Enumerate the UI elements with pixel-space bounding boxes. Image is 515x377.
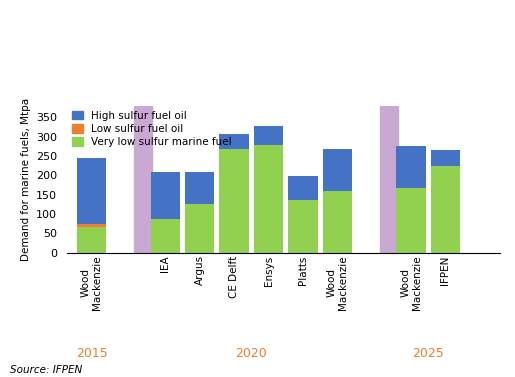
Bar [219,134,249,149]
Bar [150,172,180,219]
Bar [431,150,460,166]
Bar [150,219,180,253]
Bar [185,204,214,253]
Bar [77,158,106,224]
Bar [397,188,426,253]
Text: 2020: 2020 [235,347,267,360]
Bar [288,200,318,253]
Bar [322,191,352,253]
Legend: High sulfur fuel oil, Low sulfur fuel oil, Very low sulfur marine fuel: High sulfur fuel oil, Low sulfur fuel oi… [72,111,232,147]
Bar [397,146,426,188]
Bar [134,106,152,253]
Bar [77,227,106,253]
Bar [380,106,398,253]
Text: 2015: 2015 [76,347,108,360]
Text: Source: IFPEN: Source: IFPEN [10,365,82,375]
Bar [219,149,249,253]
Bar [431,166,460,253]
Bar [77,224,106,227]
Y-axis label: Demand for marine fuels, Mtpa: Demand for marine fuels, Mtpa [21,98,30,261]
Bar [288,176,318,200]
Bar [254,126,283,145]
Bar [185,172,214,204]
Bar [254,145,283,253]
Text: 2025: 2025 [413,347,444,360]
Bar [322,149,352,191]
